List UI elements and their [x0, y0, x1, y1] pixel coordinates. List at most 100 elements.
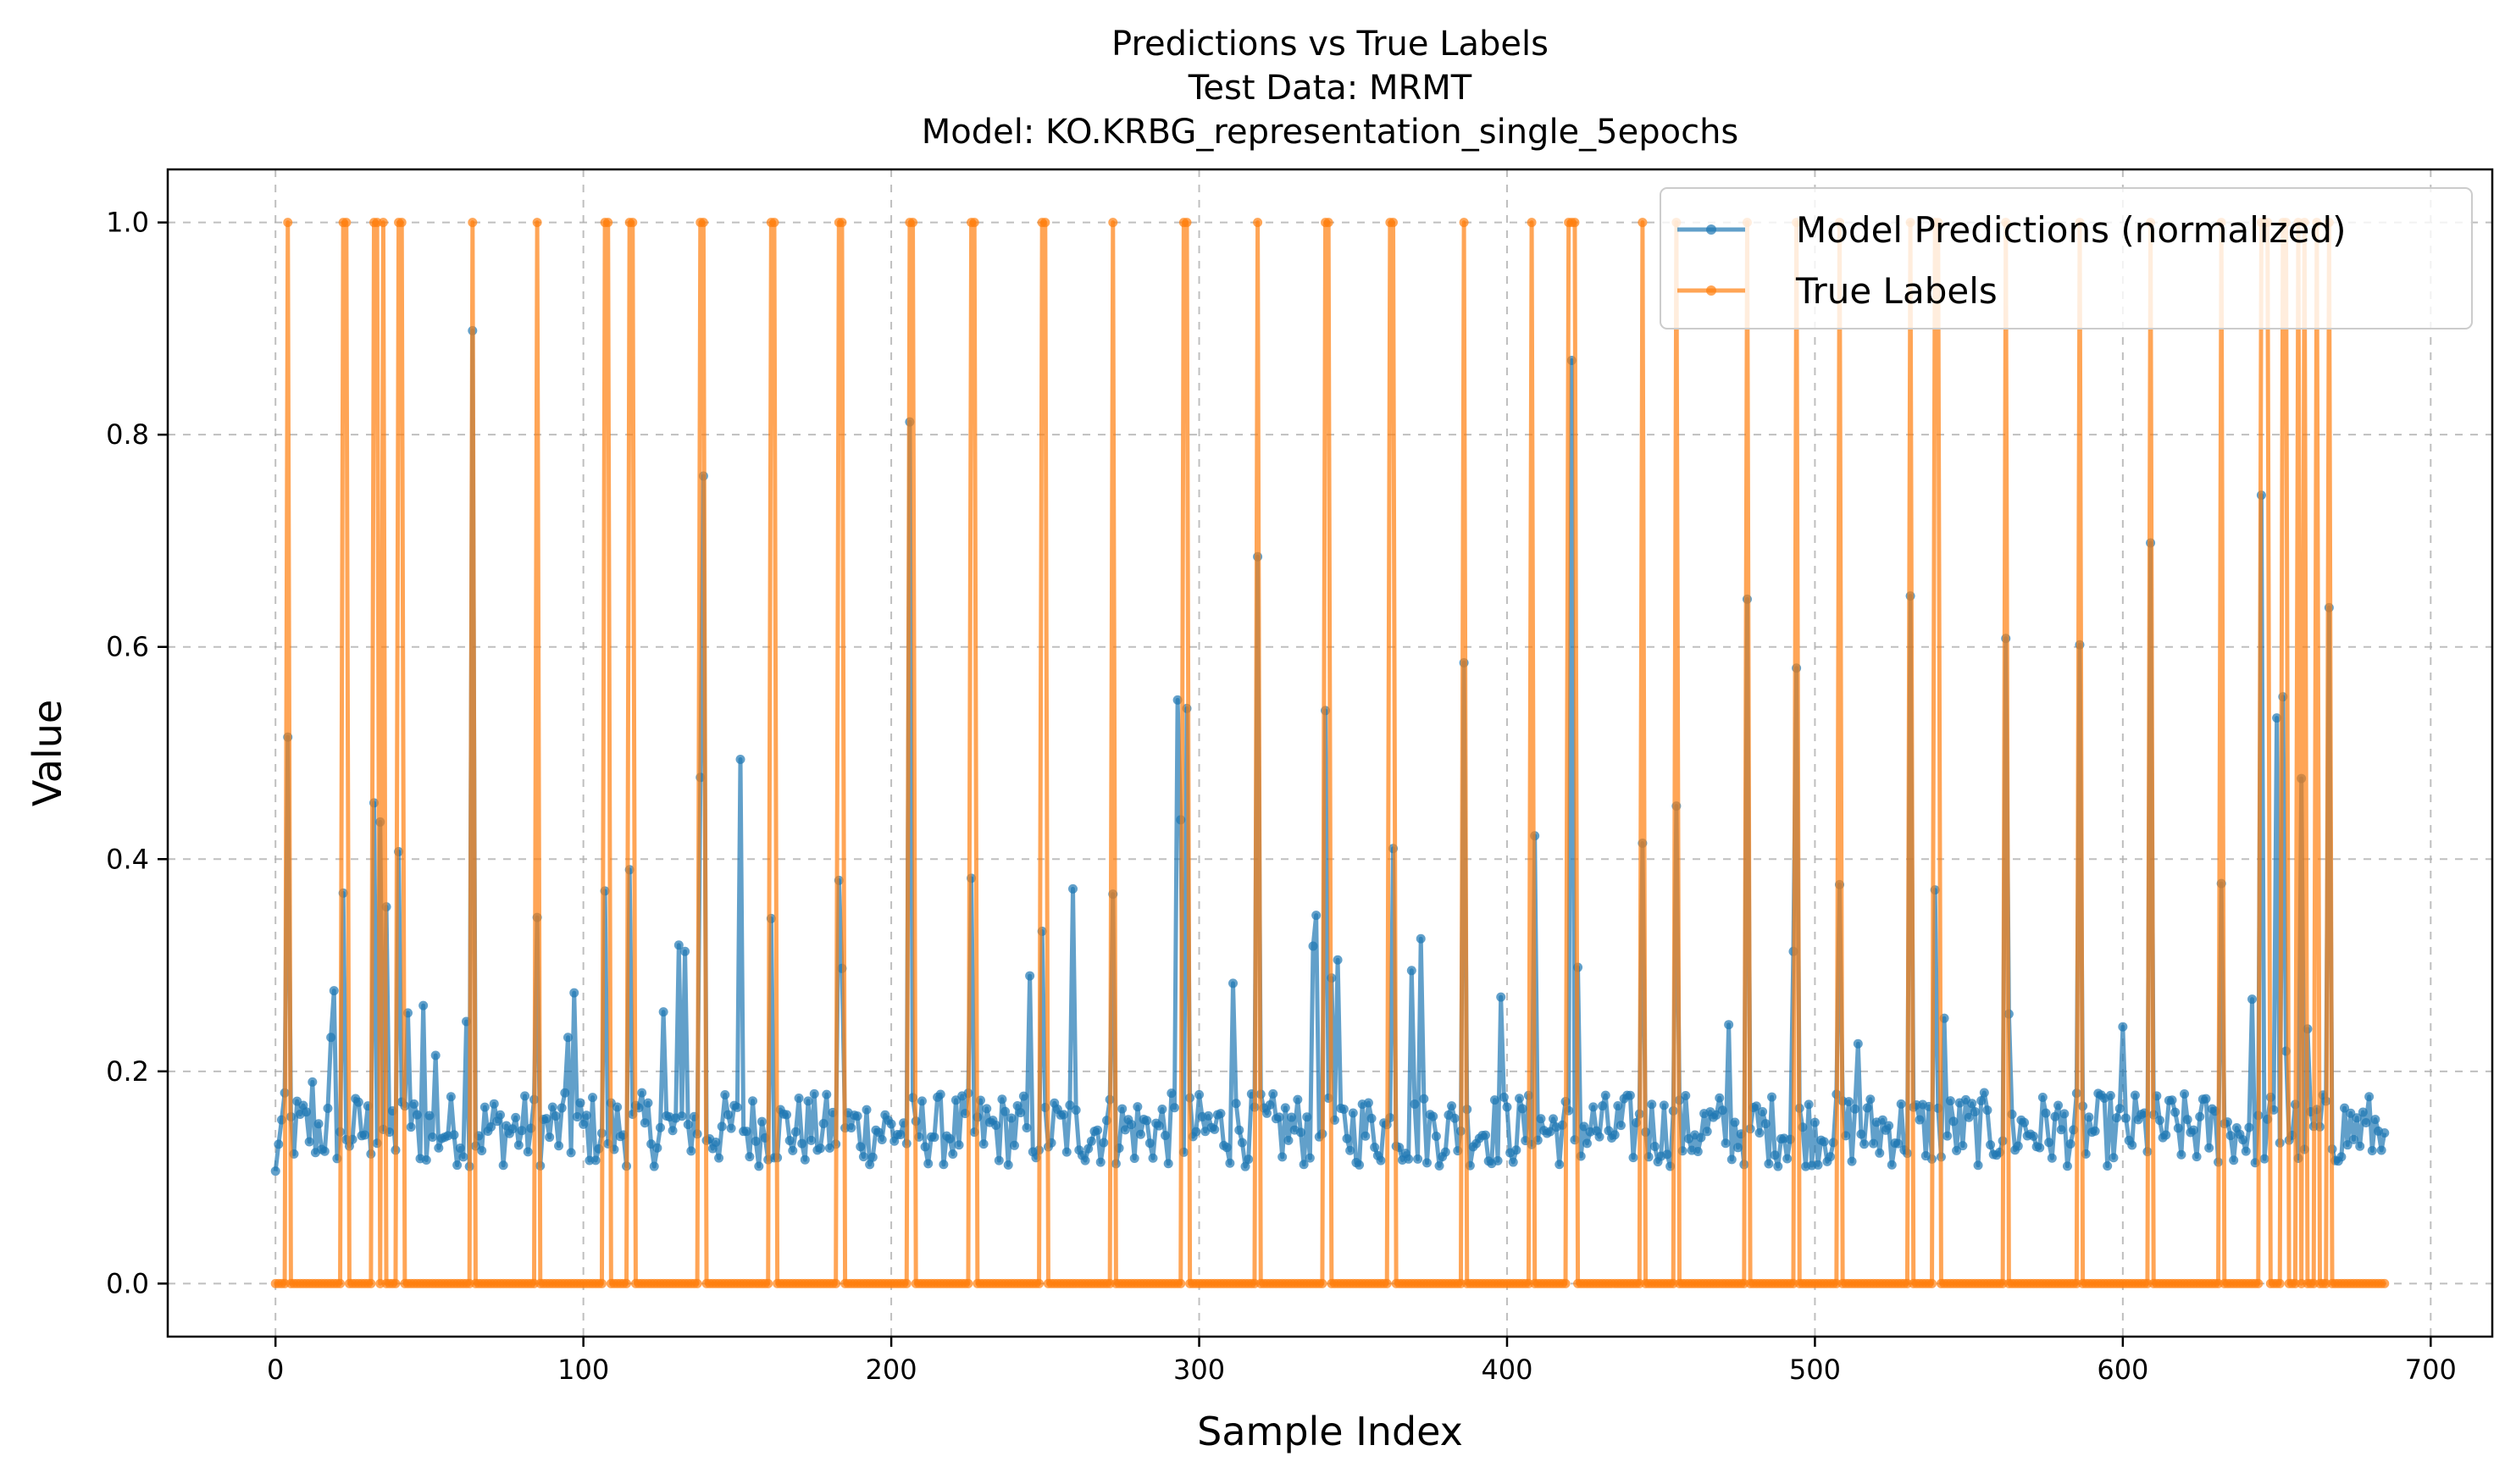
data-point-true-labels	[1108, 218, 1118, 228]
data-point-predictions	[1647, 1099, 1657, 1110]
data-point-predictions	[430, 1050, 441, 1060]
data-point-predictions	[588, 1093, 598, 1103]
x-tick-label: 300	[1173, 1354, 1225, 1386]
data-point-predictions	[1148, 1153, 1158, 1163]
data-point-predictions	[784, 1135, 795, 1145]
data-point-predictions	[1751, 1101, 1761, 1111]
data-point-predictions	[449, 1130, 459, 1140]
data-point-predictions	[723, 1110, 733, 1120]
data-point-predictions	[2180, 1089, 2190, 1099]
data-point-predictions	[1782, 1154, 1793, 1164]
axis-ticks: 0 100 200 300 400 500 600 700 0.0 0.2 0.4 0.6 0.8 1.0	[106, 207, 2457, 1386]
data-point-predictions	[1726, 1155, 1737, 1165]
data-point-predictions	[2376, 1145, 2386, 1155]
data-point-predictions	[496, 1110, 506, 1120]
data-point-predictions	[2173, 1123, 2183, 1133]
data-point-predictions	[1884, 1121, 1894, 1131]
data-point-predictions	[1721, 1138, 1731, 1149]
data-point-predictions	[1554, 1160, 1565, 1170]
data-point-predictions	[2037, 1092, 2048, 1102]
data-point-predictions	[1366, 1113, 1377, 1123]
data-point-predictions	[2103, 1161, 2113, 1171]
data-point-predictions	[2062, 1161, 2072, 1171]
data-point-predictions	[2225, 1131, 2236, 1141]
data-point-predictions	[874, 1127, 884, 1138]
data-point-predictions	[304, 1137, 314, 1147]
data-point-predictions	[2244, 1122, 2254, 1132]
data-point-predictions	[2084, 1112, 2094, 1122]
data-point-predictions	[1819, 1137, 1829, 1147]
data-point-predictions	[274, 1139, 284, 1149]
data-point-true-labels	[341, 218, 352, 228]
data-point-predictions	[1363, 1098, 1373, 1108]
data-point-true-labels	[1638, 218, 1648, 228]
data-point-predictions	[1875, 1148, 1885, 1158]
y-tick-label: 0.8	[106, 418, 149, 451]
data-point-predictions	[1843, 1097, 1854, 1107]
data-point-predictions	[1225, 1158, 1235, 1168]
data-point-predictions	[2201, 1094, 2211, 1104]
data-point-predictions	[1877, 1115, 1887, 1125]
data-point-predictions	[498, 1160, 508, 1171]
data-point-predictions	[1099, 1138, 1109, 1148]
data-point-true-labels	[468, 218, 478, 228]
data-point-predictions	[313, 1119, 324, 1129]
data-point-predictions	[856, 1142, 866, 1152]
data-point-predictions	[1287, 1112, 1297, 1122]
data-point-predictions	[1693, 1146, 1703, 1156]
data-point-predictions	[1942, 1131, 1953, 1141]
data-point-predictions	[1440, 1147, 1450, 1157]
data-point-predictions	[1717, 1105, 1727, 1116]
data-point-predictions	[1982, 1105, 1992, 1116]
data-point-predictions	[1549, 1114, 1558, 1124]
data-point-predictions	[1120, 1125, 1130, 1135]
data-point-predictions	[1295, 1127, 1305, 1138]
data-point-predictions	[1659, 1100, 1669, 1110]
data-point-predictions	[2204, 1143, 2214, 1153]
data-point-predictions	[560, 1088, 570, 1098]
data-point-predictions	[1887, 1160, 1897, 1170]
data-point-predictions	[434, 1143, 444, 1153]
data-point-predictions	[978, 1139, 989, 1149]
data-point-predictions	[1274, 1112, 1284, 1122]
data-point-predictions	[1508, 1157, 1518, 1167]
data-point-predictions	[865, 1160, 875, 1170]
data-point-predictions	[1976, 1095, 1987, 1105]
data-point-predictions	[2342, 1140, 2353, 1150]
data-point-predictions	[1986, 1140, 1996, 1150]
data-point-predictions	[479, 1102, 490, 1112]
data-point-predictions	[2380, 1127, 2390, 1138]
data-point-predictions	[1853, 1038, 1863, 1049]
data-point-predictions	[2336, 1152, 2347, 1162]
data-point-true-labels	[769, 218, 779, 228]
data-point-true-labels	[1459, 218, 1469, 228]
data-point-predictions	[668, 1126, 678, 1136]
data-point-predictions	[756, 1116, 767, 1127]
data-point-predictions	[2109, 1153, 2119, 1163]
data-point-true-labels	[1317, 1278, 1327, 1288]
data-point-predictions	[673, 940, 684, 950]
data-point-predictions	[1447, 1101, 1457, 1111]
data-point-true-labels	[901, 1278, 912, 1288]
data-point-predictions	[455, 1143, 465, 1153]
series-layer	[270, 218, 2390, 1288]
data-point-predictions	[2176, 1149, 2186, 1160]
data-point-true-labels	[969, 218, 979, 228]
data-point-predictions	[1859, 1139, 1870, 1149]
data-point-predictions	[2340, 1103, 2350, 1113]
data-point-predictions	[545, 1132, 555, 1143]
data-point-predictions	[954, 1140, 964, 1150]
data-point-predictions	[1419, 1094, 1429, 1104]
y-tick-label: 1.0	[106, 207, 149, 239]
data-point-predictions	[1025, 971, 1035, 981]
data-point-predictions	[541, 1114, 551, 1124]
data-point-predictions	[1231, 1099, 1241, 1109]
data-point-predictions	[794, 1093, 804, 1103]
data-point-predictions	[2130, 1090, 2140, 1100]
data-point-predictions	[1068, 883, 1078, 894]
legend-label-true-labels: True Labels	[1795, 270, 1998, 312]
data-point-predictions	[1421, 1158, 1432, 1168]
data-point-predictions	[1948, 1116, 1959, 1127]
data-point-predictions	[806, 1135, 817, 1145]
data-point-predictions	[523, 1147, 533, 1157]
